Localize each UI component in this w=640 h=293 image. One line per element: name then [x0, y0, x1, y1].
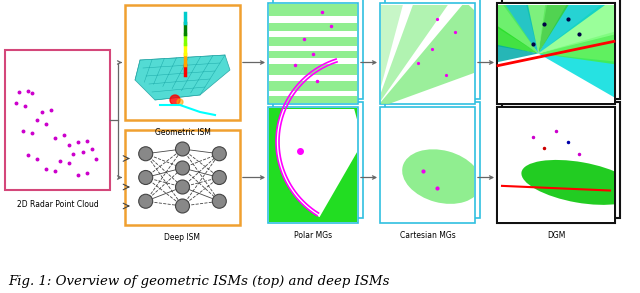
Bar — [269, 108, 357, 222]
Polygon shape — [135, 55, 230, 100]
Bar — [268, 3, 358, 104]
Wedge shape — [538, 0, 640, 54]
Circle shape — [212, 171, 227, 185]
Wedge shape — [455, 0, 538, 54]
Bar — [385, 102, 480, 218]
Text: Fig. 1: Overview of geometric ISMs (top) and deep ISMs: Fig. 1: Overview of geometric ISMs (top)… — [8, 275, 389, 288]
Bar — [381, 4, 474, 103]
Bar — [269, 31, 357, 37]
Wedge shape — [375, 2, 506, 109]
Bar — [269, 75, 357, 81]
Circle shape — [175, 161, 189, 175]
Bar — [269, 91, 357, 96]
Circle shape — [212, 194, 227, 208]
Wedge shape — [538, 0, 640, 54]
Bar — [502, 0, 620, 99]
Text: Cartesian MGs: Cartesian MGs — [399, 231, 456, 240]
Bar — [269, 16, 357, 23]
Bar — [498, 108, 614, 222]
Bar — [125, 5, 240, 120]
Circle shape — [139, 147, 153, 161]
Wedge shape — [504, 0, 563, 54]
Bar — [381, 108, 474, 222]
Bar — [498, 4, 614, 103]
Wedge shape — [276, 58, 363, 217]
Bar — [269, 4, 357, 103]
Wedge shape — [375, 0, 412, 109]
Circle shape — [139, 194, 153, 208]
Circle shape — [170, 95, 180, 105]
Text: DGM: DGM — [547, 231, 565, 240]
Bar — [273, 102, 363, 218]
Bar — [502, 102, 620, 218]
Circle shape — [212, 147, 227, 161]
Bar — [497, 107, 615, 223]
Text: Polar MGs: Polar MGs — [294, 231, 332, 240]
Bar — [268, 107, 358, 223]
Bar — [125, 130, 240, 225]
Circle shape — [175, 199, 189, 213]
Wedge shape — [538, 54, 640, 124]
Wedge shape — [375, 0, 455, 109]
Wedge shape — [397, 24, 538, 83]
Wedge shape — [538, 0, 613, 54]
Bar — [380, 107, 475, 223]
Bar — [385, 0, 480, 99]
Wedge shape — [418, 0, 538, 54]
Bar — [269, 58, 357, 64]
Bar — [273, 0, 363, 99]
Wedge shape — [399, 0, 538, 54]
Bar — [269, 46, 357, 50]
Wedge shape — [538, 14, 640, 73]
Bar — [380, 3, 475, 104]
Bar — [497, 3, 615, 104]
Circle shape — [175, 142, 189, 156]
Ellipse shape — [402, 149, 481, 204]
Circle shape — [175, 180, 189, 194]
Text: Geometric ISM: Geometric ISM — [155, 128, 211, 137]
Ellipse shape — [522, 160, 638, 205]
Circle shape — [139, 171, 153, 185]
Text: Deep ISM: Deep ISM — [164, 233, 200, 242]
Text: 2D Radar Point Cloud: 2D Radar Point Cloud — [17, 200, 99, 209]
Circle shape — [177, 99, 183, 105]
Bar — [5, 50, 110, 190]
